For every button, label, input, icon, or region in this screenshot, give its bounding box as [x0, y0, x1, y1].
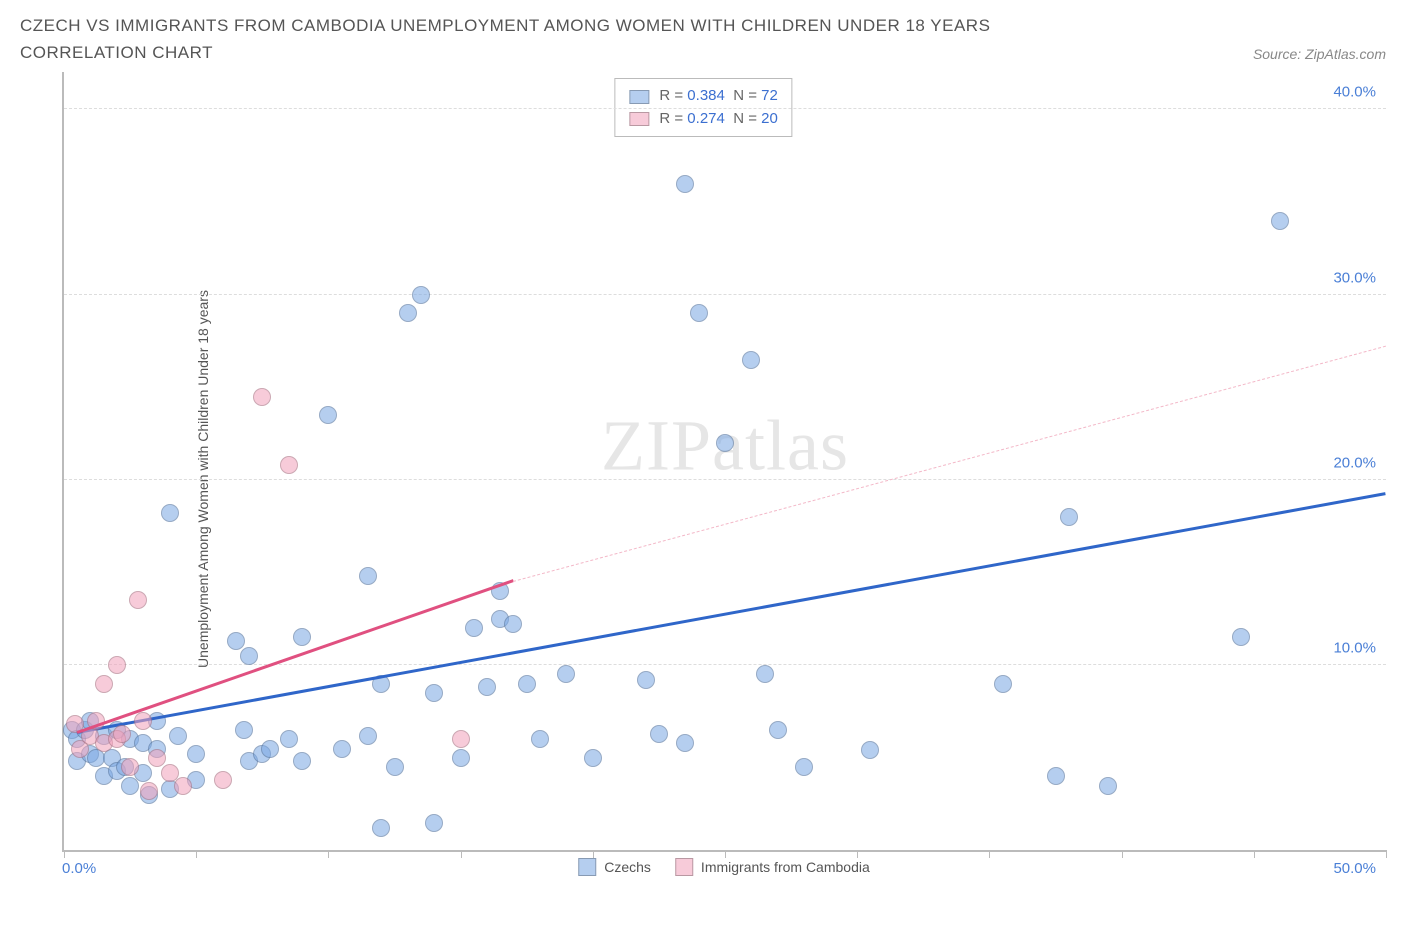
data-point — [478, 678, 496, 696]
data-point — [504, 615, 522, 633]
data-point — [861, 741, 879, 759]
data-point — [148, 749, 166, 767]
trend-line — [77, 492, 1386, 733]
legend-label-czechs: Czechs — [604, 859, 651, 875]
plot-area: ZIPatlas R = 0.384 N = 72 R = 0.274 N = … — [62, 72, 1386, 852]
data-point — [742, 351, 760, 369]
data-point — [108, 656, 126, 674]
gridline — [64, 479, 1386, 480]
data-point — [637, 671, 655, 689]
data-point — [531, 730, 549, 748]
data-point — [293, 752, 311, 770]
data-point — [676, 175, 694, 193]
data-point — [465, 619, 483, 637]
legend-swatch-czechs — [578, 858, 596, 876]
data-point — [280, 456, 298, 474]
data-point — [319, 406, 337, 424]
y-tick-label: 30.0% — [1333, 269, 1376, 286]
trend-line — [513, 346, 1386, 582]
data-point — [129, 591, 147, 609]
data-point — [425, 814, 443, 832]
data-point — [253, 388, 271, 406]
data-point — [174, 777, 192, 795]
data-point — [359, 567, 377, 585]
data-point — [412, 286, 430, 304]
swatch-cambodia — [629, 112, 649, 126]
data-point — [359, 727, 377, 745]
data-point — [214, 771, 232, 789]
data-point — [994, 675, 1012, 693]
legend-item-cambodia: Immigrants from Cambodia — [675, 858, 870, 876]
legend-item-czechs: Czechs — [578, 858, 651, 876]
data-point — [1232, 628, 1250, 646]
data-point — [161, 504, 179, 522]
data-point — [690, 304, 708, 322]
data-point — [386, 758, 404, 776]
data-point — [121, 758, 139, 776]
data-point — [557, 665, 575, 683]
data-point — [333, 740, 351, 758]
data-point — [399, 304, 417, 322]
data-point — [261, 740, 279, 758]
chart-title: CZECH VS IMMIGRANTS FROM CAMBODIA UNEMPL… — [20, 12, 1120, 66]
data-point — [425, 684, 443, 702]
data-point — [1047, 767, 1065, 785]
x-axis-max: 50.0% — [1333, 860, 1376, 877]
data-point — [95, 675, 113, 693]
data-point — [134, 712, 152, 730]
data-point — [756, 665, 774, 683]
data-point — [795, 758, 813, 776]
data-point — [280, 730, 298, 748]
data-point — [140, 782, 158, 800]
y-tick-label: 20.0% — [1333, 454, 1376, 471]
gridline — [64, 664, 1386, 665]
data-point — [518, 675, 536, 693]
legend-swatch-cambodia — [675, 858, 693, 876]
y-tick-label: 40.0% — [1333, 84, 1376, 101]
data-point — [584, 749, 602, 767]
gridline — [64, 294, 1386, 295]
gridline — [64, 108, 1386, 109]
data-point — [452, 730, 470, 748]
x-tick — [1386, 850, 1387, 858]
data-point — [452, 749, 470, 767]
data-point — [372, 819, 390, 837]
data-point — [187, 745, 205, 763]
data-point — [240, 647, 258, 665]
y-tick-label: 10.0% — [1333, 640, 1376, 657]
data-point — [169, 727, 187, 745]
series-legend: Czechs Immigrants from Cambodia — [578, 858, 870, 876]
data-point — [716, 434, 734, 452]
data-point — [293, 628, 311, 646]
data-point — [1099, 777, 1117, 795]
data-point — [769, 721, 787, 739]
data-point — [227, 632, 245, 650]
data-point — [1271, 212, 1289, 230]
legend-label-cambodia: Immigrants from Cambodia — [701, 859, 870, 875]
swatch-czechs — [629, 90, 649, 104]
stats-row-czechs: R = 0.384 N = 72 — [629, 85, 777, 108]
data-point — [113, 725, 131, 743]
data-point — [1060, 508, 1078, 526]
x-axis-min: 0.0% — [62, 860, 96, 877]
source-label: Source: ZipAtlas.com — [1253, 46, 1386, 66]
data-point — [676, 734, 694, 752]
stats-row-cambodia: R = 0.274 N = 20 — [629, 108, 777, 131]
data-point — [235, 721, 253, 739]
data-point — [650, 725, 668, 743]
x-axis-row: 0.0% Czechs Immigrants from Cambodia 50.… — [62, 856, 1386, 886]
chart-container: Unemployment Among Women with Children U… — [20, 72, 1386, 886]
